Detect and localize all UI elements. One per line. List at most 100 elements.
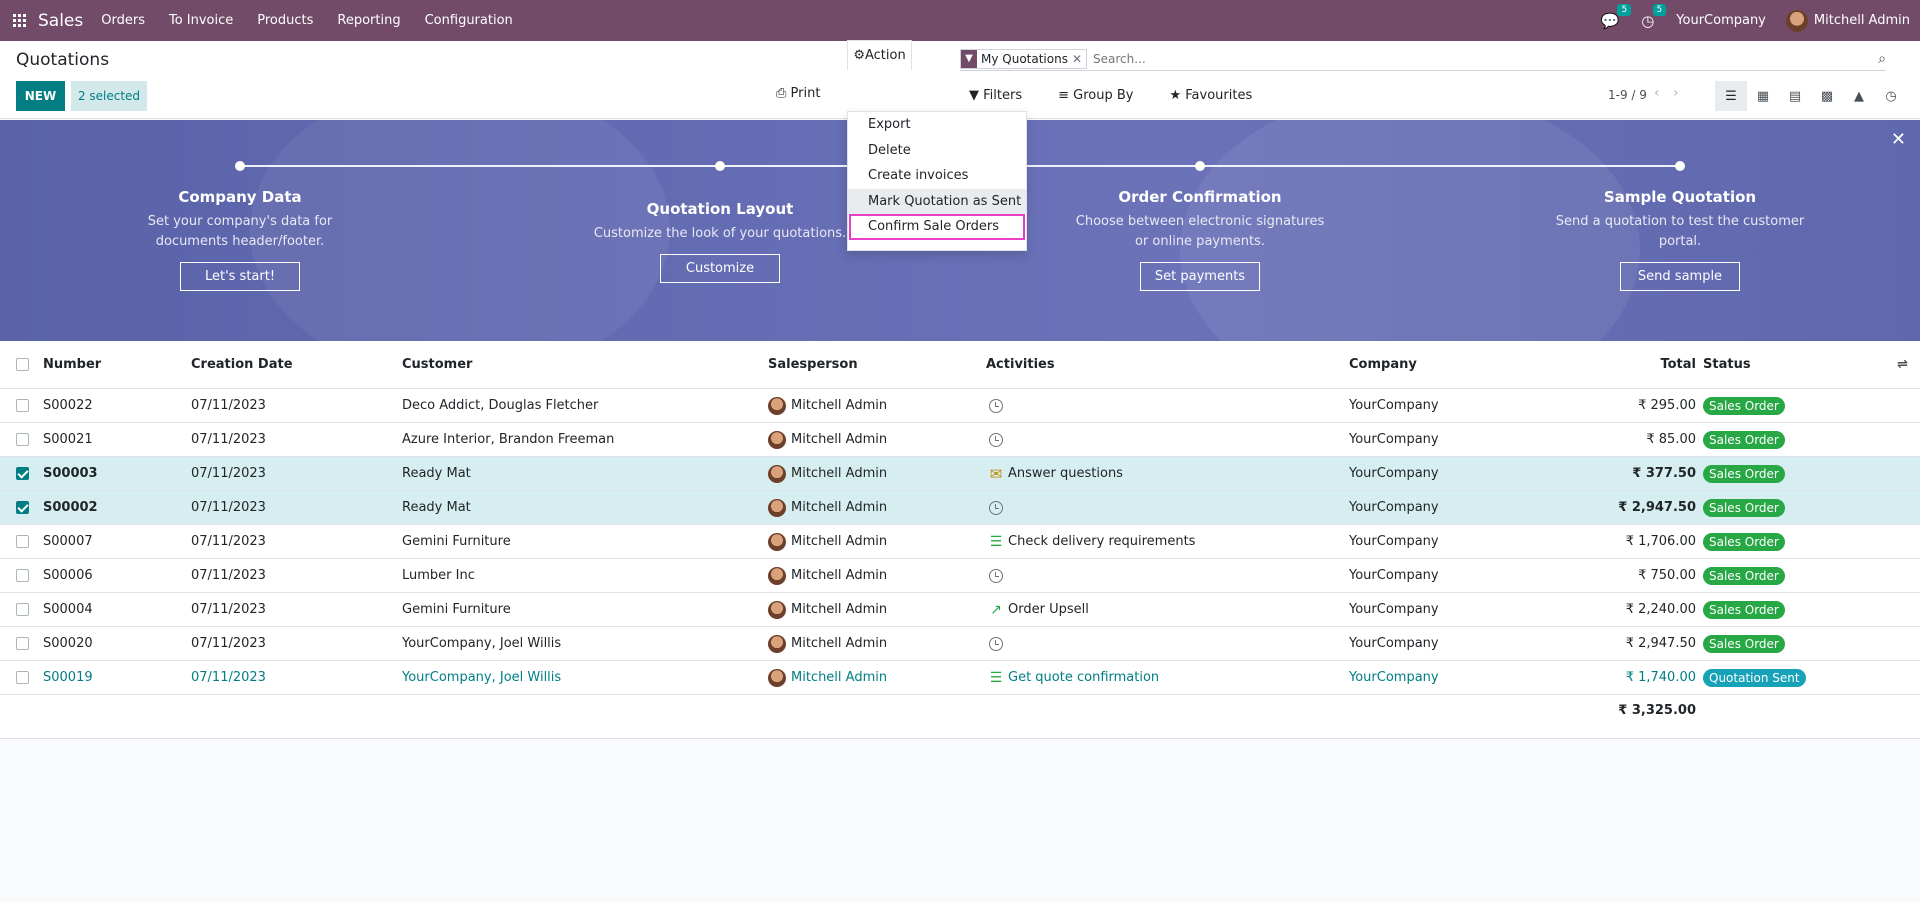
app-name[interactable]: Sales bbox=[38, 10, 84, 31]
todo-icon[interactable]: ☰ bbox=[989, 669, 1003, 686]
clock-icon[interactable] bbox=[988, 568, 1004, 584]
chevron-left-icon[interactable]: ‹ bbox=[1654, 85, 1660, 101]
envelope-icon[interactable]: ✉ bbox=[989, 464, 1003, 483]
select-all-checkbox[interactable] bbox=[16, 358, 29, 371]
cell-date: 07/11/2023 bbox=[191, 466, 266, 481]
row-checkbox[interactable] bbox=[16, 637, 29, 650]
status-badge: Quotation Sent bbox=[1703, 668, 1806, 687]
messages-icon[interactable]: 💬 5 bbox=[1601, 3, 1632, 30]
chart-icon[interactable]: ↗ bbox=[990, 601, 1002, 618]
cell-number: S00004 bbox=[43, 602, 93, 617]
print-button[interactable]: ⎙ Print bbox=[776, 86, 820, 101]
cell-company: YourCompany bbox=[1349, 398, 1439, 413]
activity-summary[interactable]: Get quote confirmation bbox=[1008, 670, 1160, 685]
avatar bbox=[768, 498, 786, 517]
row-checkbox[interactable] bbox=[16, 433, 29, 446]
new-button[interactable]: NEW bbox=[16, 81, 65, 111]
row-checkbox[interactable] bbox=[16, 535, 29, 548]
set-payments-button[interactable]: Set payments bbox=[1140, 262, 1260, 291]
filters-button[interactable]: ▼ Filters bbox=[969, 88, 1023, 103]
clock-icon[interactable] bbox=[988, 500, 1004, 516]
status-badge: Sales Order bbox=[1703, 498, 1785, 517]
salesperson-name: Mitchell Admin bbox=[791, 432, 888, 447]
cell-date: 07/11/2023 bbox=[191, 602, 266, 617]
row-checkbox[interactable] bbox=[16, 603, 29, 616]
clock-icon[interactable] bbox=[988, 398, 1004, 414]
close-icon[interactable]: ✕ bbox=[1890, 129, 1906, 150]
clock-icon[interactable] bbox=[988, 432, 1004, 448]
row-checkbox[interactable] bbox=[16, 671, 29, 684]
col-customer[interactable]: Customer bbox=[402, 357, 473, 372]
nav-to-invoice[interactable]: To Invoice bbox=[168, 13, 234, 28]
menu-item-create-invoices[interactable]: Create invoices bbox=[868, 168, 969, 184]
nav-orders[interactable]: Orders bbox=[101, 13, 145, 28]
col-activities[interactable]: Activities bbox=[986, 357, 1055, 372]
user-name: Mitchell Admin bbox=[1813, 13, 1910, 28]
table-row[interactable]: S00021 07/11/2023 Azure Interior, Brandon … bbox=[0, 423, 1920, 457]
graph-view-icon[interactable]: ▲ bbox=[1854, 88, 1864, 104]
col-creation-date[interactable]: Creation Date bbox=[191, 357, 293, 372]
cell-customer: YourCompany, Joel Willis bbox=[402, 636, 562, 651]
apps-menu-icon[interactable] bbox=[0, 0, 38, 41]
menu-item-mark-sent[interactable]: Mark Quotation as Sent bbox=[848, 188, 1026, 214]
menu-item-delete[interactable]: Delete bbox=[868, 142, 911, 158]
search-icon[interactable]: ⌕ bbox=[1878, 50, 1886, 67]
activity-summary[interactable]: Check delivery requirements bbox=[1008, 534, 1196, 549]
list-view-icon[interactable]: ☰ bbox=[1715, 81, 1747, 111]
table-row[interactable]: S00003 07/11/2023 Ready Mat Mitchell Admin ✉… bbox=[0, 457, 1920, 491]
row-checkbox[interactable] bbox=[16, 467, 29, 480]
company-switcher[interactable]: YourCompany bbox=[1676, 13, 1766, 28]
row-checkbox[interactable] bbox=[16, 399, 29, 412]
menu-item-export[interactable]: Export bbox=[868, 117, 911, 133]
lets-start-button[interactable]: Let's start! bbox=[180, 262, 300, 291]
selected-count[interactable]: 2 selected bbox=[71, 81, 147, 111]
groupby-button[interactable]: ≡ Group By bbox=[1058, 88, 1134, 103]
salesperson-name: Mitchell Admin bbox=[791, 568, 888, 583]
todo-icon[interactable]: ☰ bbox=[989, 533, 1003, 550]
cell-status: Sales Order bbox=[1703, 593, 1785, 626]
search-input[interactable] bbox=[1093, 51, 1879, 66]
step-desc: Choose between electronic signatures or … bbox=[1075, 214, 1325, 249]
step-desc: Send a quotation to test the customer po… bbox=[1555, 214, 1805, 249]
action-dropdown: Export Delete Create invoices Mark Quota… bbox=[847, 111, 1027, 251]
col-salesperson[interactable]: Salesperson bbox=[768, 357, 858, 372]
action-button[interactable]: ⚙ Action bbox=[847, 40, 912, 70]
activities-icon[interactable]: ◷ 5 bbox=[1641, 3, 1667, 30]
menu-item-confirm-orders[interactable]: Confirm Sale Orders bbox=[849, 214, 1025, 240]
table-row[interactable]: S00007 07/11/2023 Gemini Furniture Mitchell… bbox=[0, 525, 1920, 559]
status-badge: Sales Order bbox=[1703, 464, 1785, 483]
user-menu[interactable]: Mitchell Admin bbox=[1785, 9, 1910, 32]
salesperson-name: Mitchell Admin bbox=[791, 500, 888, 515]
search-facet[interactable]: ▼ My Quotations ✕ bbox=[960, 48, 1088, 69]
salesperson-name: Mitchell Admin bbox=[791, 534, 888, 549]
send-sample-button[interactable]: Send sample bbox=[1620, 262, 1740, 291]
pivot-view-icon[interactable]: ▩ bbox=[1820, 88, 1834, 104]
table-row[interactable]: S00020 07/11/2023 YourCompany, Joel Willis… bbox=[0, 627, 1920, 661]
activity-view-icon[interactable]: ◷ bbox=[1885, 88, 1897, 104]
favourites-button[interactable]: ★ Favourites bbox=[1169, 88, 1253, 103]
kanban-view-icon[interactable]: ▦ bbox=[1756, 88, 1770, 104]
row-checkbox[interactable] bbox=[16, 501, 29, 514]
pager-value[interactable]: 1-9 / 9 bbox=[1608, 88, 1647, 102]
table-row[interactable]: S00022 07/11/2023 Deco Addict, Douglas Fle… bbox=[0, 389, 1920, 423]
table-row[interactable]: S00019 07/11/2023 YourCompany, Joel Willis… bbox=[0, 661, 1920, 695]
col-total[interactable]: Total bbox=[1660, 357, 1696, 372]
col-status[interactable]: Status bbox=[1703, 357, 1751, 372]
clock-icon[interactable] bbox=[988, 636, 1004, 652]
activity-summary[interactable]: Answer questions bbox=[1008, 466, 1123, 481]
table-row[interactable]: S00006 07/11/2023 Lumber Inc Mitchell Admin… bbox=[0, 559, 1920, 593]
nav-products[interactable]: Products bbox=[257, 13, 314, 28]
col-number[interactable]: Number bbox=[43, 357, 102, 372]
nav-configuration[interactable]: Configuration bbox=[424, 13, 513, 28]
column-settings-icon[interactable]: ⇌ bbox=[1897, 357, 1908, 372]
row-checkbox[interactable] bbox=[16, 569, 29, 582]
nav-reporting[interactable]: Reporting bbox=[337, 13, 401, 28]
table-row[interactable]: S00002 07/11/2023 Ready Mat Mitchell Admin Y… bbox=[0, 491, 1920, 525]
customize-button[interactable]: Customize bbox=[660, 254, 780, 283]
col-company[interactable]: Company bbox=[1349, 357, 1417, 372]
calendar-view-icon[interactable]: ▤ bbox=[1788, 88, 1802, 104]
table-row[interactable]: S00004 07/11/2023 Gemini Furniture Mitchell… bbox=[0, 593, 1920, 627]
chevron-right-icon[interactable]: › bbox=[1672, 85, 1679, 101]
activity-summary[interactable]: Order Upsell bbox=[1008, 602, 1089, 617]
close-icon[interactable]: ✕ bbox=[1071, 51, 1083, 66]
